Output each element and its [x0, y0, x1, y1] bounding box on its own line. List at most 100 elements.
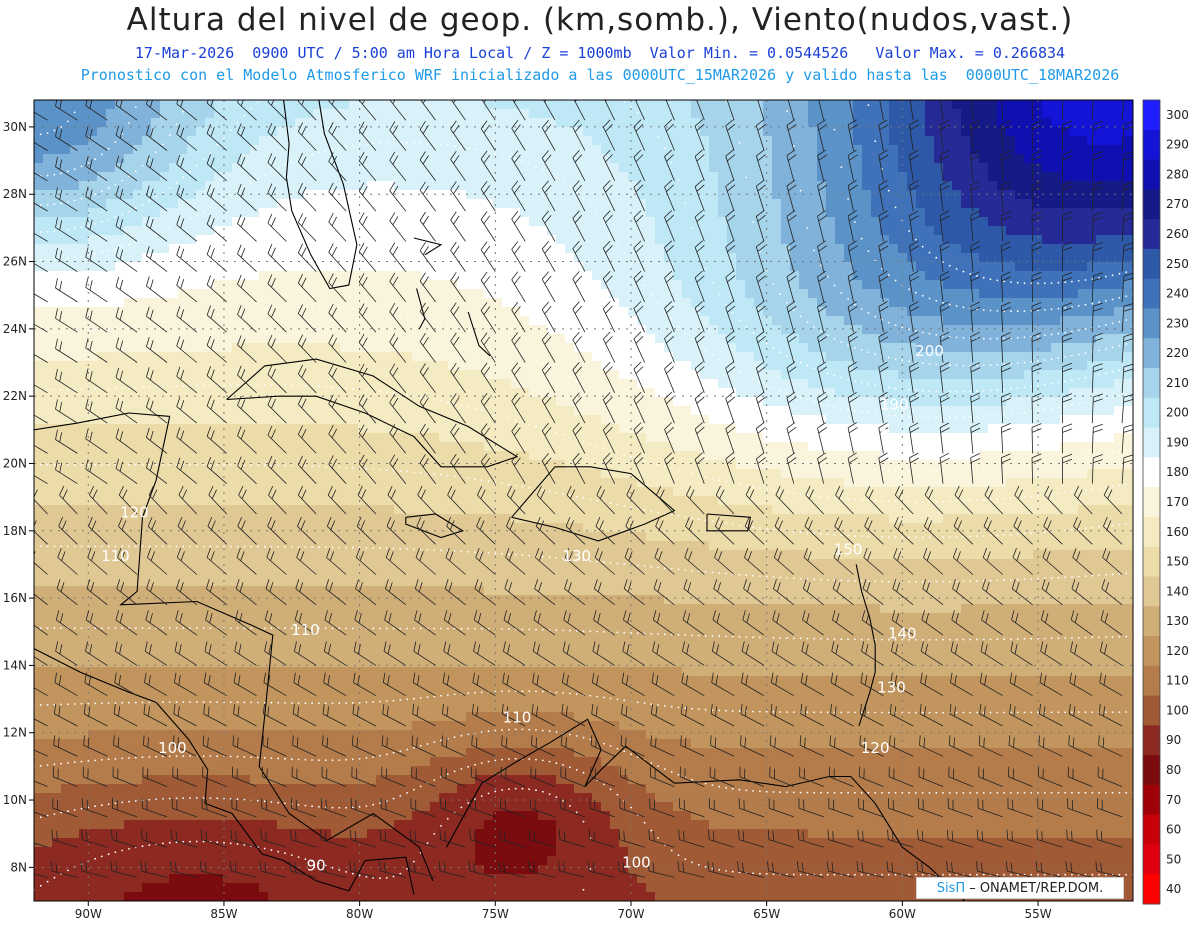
- contour-point: [704, 349, 707, 352]
- contour-point: [820, 533, 822, 535]
- contour-point: [413, 788, 415, 791]
- contour-point: [833, 791, 836, 794]
- contour-point: [603, 447, 605, 450]
- contour-point: [589, 319, 592, 321]
- contour-point: [1010, 711, 1012, 714]
- contour-point: [562, 764, 564, 766]
- contour-point: [338, 226, 341, 229]
- wind-barb: [970, 301, 981, 333]
- wind-barb: [950, 641, 974, 666]
- wind-barb: [34, 811, 48, 818]
- contour-point: [867, 411, 870, 414]
- wind-barb: [743, 579, 765, 606]
- contour-point: [759, 487, 761, 490]
- contour-point: [433, 473, 436, 475]
- wind-barb: [620, 766, 645, 787]
- wind-barb: [386, 516, 407, 545]
- contour-point: [162, 798, 164, 800]
- contour-point: [446, 144, 449, 147]
- contour-point: [908, 230, 910, 232]
- contour-point: [257, 101, 259, 103]
- contour-point: [1111, 711, 1114, 713]
- contour-point: [636, 632, 639, 635]
- contour-point: [582, 888, 585, 891]
- contour-point: [915, 238, 917, 241]
- wind-barb: [477, 485, 496, 515]
- wind-barb: [206, 245, 227, 272]
- contour-point: [1010, 438, 1012, 441]
- contour-point: [847, 378, 849, 381]
- contour-point: [677, 633, 680, 636]
- wind-barb: [413, 641, 436, 666]
- contour-point: [976, 535, 978, 538]
- contour-point: [487, 792, 490, 795]
- contour-point: [202, 463, 205, 466]
- wind-barb: [939, 452, 950, 484]
- contour-point: [738, 141, 741, 144]
- wind-barb: [146, 155, 168, 182]
- wind-barb: [618, 829, 645, 848]
- wind-barb: [500, 766, 526, 787]
- wind-barb: [541, 271, 556, 303]
- wind-barb: [446, 516, 466, 545]
- contour-point: [535, 165, 537, 168]
- contour-point: [508, 628, 510, 630]
- contour-point: [162, 701, 164, 704]
- contour-point: [616, 241, 619, 244]
- contour-point: [854, 438, 856, 440]
- contour-point: [440, 825, 442, 827]
- contour-point: [1071, 306, 1073, 308]
- contour-point: [351, 758, 354, 761]
- wind-barb: [34, 111, 48, 121]
- wind-barb: [34, 656, 48, 666]
- wind-barb: [55, 429, 78, 454]
- contour-point: [392, 547, 395, 550]
- wind-barb: [511, 392, 526, 424]
- contour-point: [1098, 526, 1100, 528]
- contour-point: [175, 319, 178, 321]
- wind-barb: [861, 641, 884, 666]
- contour-point: [820, 264, 822, 267]
- contour-point: [494, 152, 497, 155]
- contour-point: [1111, 452, 1114, 455]
- y-tick-label: 20N: [3, 456, 27, 470]
- wind-barb: [909, 240, 920, 272]
- contour-label: 110: [291, 621, 320, 639]
- contour-point: [1043, 577, 1046, 580]
- wind-barb: [543, 100, 556, 121]
- contour-point: [603, 631, 605, 633]
- wind-barb: [984, 485, 1003, 515]
- contour-point: [311, 546, 313, 548]
- contour-point: [650, 762, 653, 764]
- contour-point: [114, 463, 117, 466]
- contour-point: [636, 701, 639, 704]
- contour-point: [80, 464, 83, 466]
- wind-barb: [682, 610, 705, 636]
- wind-barb: [694, 331, 705, 363]
- contour-point: [1125, 572, 1128, 575]
- contour-point: [107, 463, 110, 466]
- wind-barb: [892, 579, 914, 606]
- wind-barb: [909, 149, 920, 181]
- wind-barb: [173, 703, 197, 727]
- wind-barb: [767, 861, 794, 878]
- contour-point: [935, 299, 938, 302]
- contour-point: [908, 500, 910, 503]
- contour-point: [921, 416, 924, 419]
- wind-barb: [847, 240, 858, 272]
- wind-barb: [85, 156, 108, 182]
- contour-point: [46, 258, 49, 261]
- contour-point: [406, 394, 408, 396]
- contour-point: [894, 441, 897, 444]
- contour-point: [195, 463, 198, 466]
- contour-point: [921, 470, 924, 473]
- contour-point: [1023, 411, 1026, 414]
- contour-point: [311, 759, 313, 761]
- contour-point: [711, 477, 714, 480]
- wind-barb: [1065, 861, 1093, 878]
- wind-barb: [53, 735, 78, 757]
- contour-point: [901, 711, 904, 714]
- wind-barb: [633, 301, 645, 333]
- contour-point: [664, 633, 666, 636]
- wind-barb: [1007, 798, 1033, 818]
